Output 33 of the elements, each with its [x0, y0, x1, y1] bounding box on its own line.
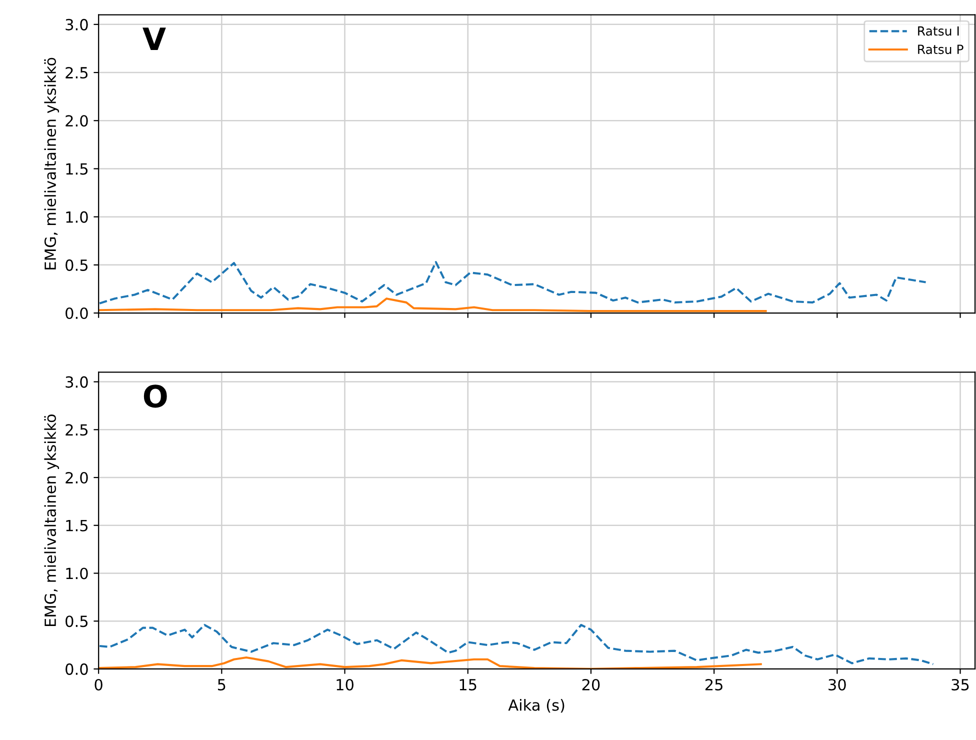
annotation: O [144, 384, 167, 408]
y-axis-title: EMG, mielivaltainen yksikkö [44, 414, 59, 626]
x-tick-label: 35 [952, 678, 969, 691]
y-tick-label: 1.0 [66, 568, 88, 580]
line-series [98, 298, 767, 312]
annotation: V [142, 28, 166, 50]
x-tick-label: 5 [218, 679, 226, 691]
y-tick-label: 3.0 [66, 376, 88, 388]
y-tick-label: 1.0 [66, 211, 88, 223]
x-tick-label: 15 [460, 679, 476, 691]
x-tick-label: 20 [582, 678, 600, 691]
y-tick-label: 0.5 [66, 259, 88, 271]
legend-label: Ratsu P [918, 44, 964, 54]
y-tick-label: 0.0 [66, 307, 88, 320]
x-tick-label: 0 [94, 678, 102, 691]
line-series [98, 260, 927, 304]
y-axis-title: EMG, mielivaltainen yksikkö [44, 58, 59, 270]
y-tick-label: 2.5 [66, 424, 88, 436]
line-series [98, 624, 934, 666]
y-tick-label: 2.0 [66, 472, 88, 484]
line-series [98, 656, 762, 669]
x-axis-title: Aika (s) [508, 699, 564, 713]
x-tick-label: 30 [828, 678, 846, 691]
y-tick-label: 0.5 [66, 616, 88, 628]
y-tick-label: 3.0 [66, 18, 88, 30]
x-tick-label: 10 [336, 678, 354, 691]
x-tick-label: 25 [705, 678, 722, 691]
y-tick-label: 1.5 [66, 163, 88, 175]
y-tick-label: 2.5 [66, 66, 88, 79]
y-tick-label: 0.0 [66, 663, 88, 675]
y-tick-label: 2.0 [66, 115, 88, 127]
y-tick-label: 1.5 [66, 520, 88, 532]
legend-label: Ratsu I [918, 26, 959, 36]
